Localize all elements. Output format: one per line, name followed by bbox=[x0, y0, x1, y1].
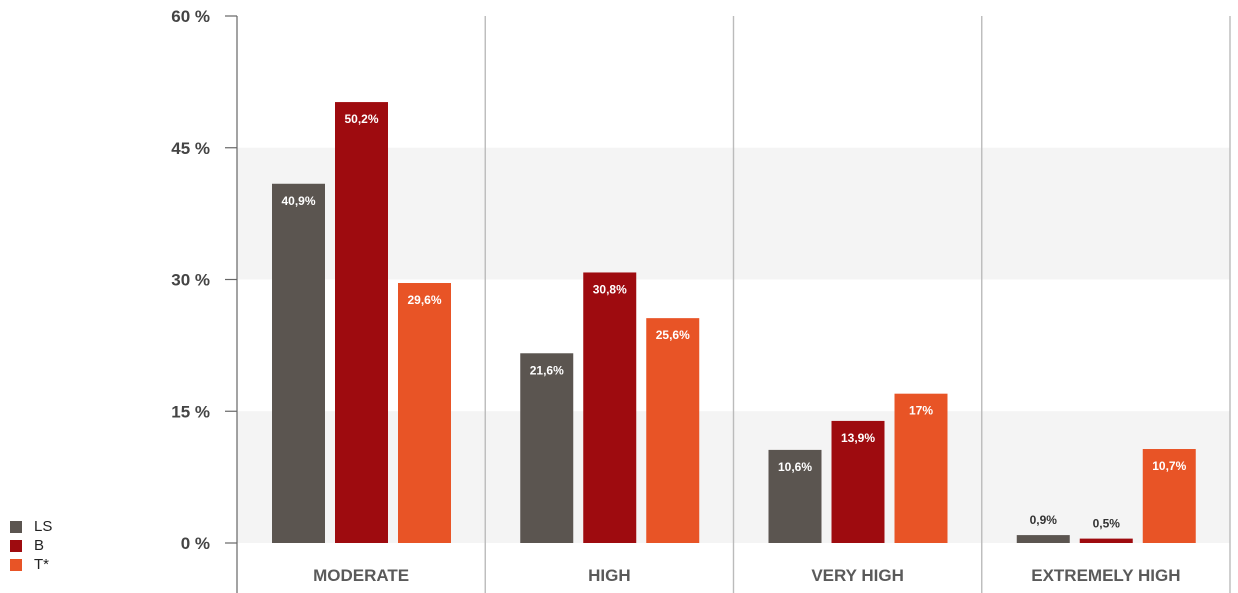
data-label: 10,6% bbox=[778, 460, 812, 474]
bar-ls-1 bbox=[272, 183, 325, 544]
bar-b-4 bbox=[1079, 538, 1133, 543]
bars bbox=[272, 102, 1196, 544]
category-label: EXTREMELY HIGH bbox=[1031, 566, 1180, 585]
data-label: 17% bbox=[909, 404, 933, 418]
bar-b-1 bbox=[335, 102, 388, 544]
legend: LS B T* bbox=[10, 517, 52, 574]
legend-item-ls: LS bbox=[10, 517, 52, 536]
bar-t-1 bbox=[398, 283, 451, 543]
data-label: 30,8% bbox=[593, 282, 627, 296]
legend-item-t: T* bbox=[10, 555, 52, 574]
data-label: 50,2% bbox=[344, 112, 378, 126]
data-label: 40,9% bbox=[281, 194, 315, 208]
legend-swatch-t bbox=[10, 558, 22, 571]
data-label: 10,7% bbox=[1152, 459, 1186, 473]
y-tick-label: 30 % bbox=[171, 271, 210, 290]
legend-item-b: B bbox=[10, 536, 52, 555]
legend-label-ls: LS bbox=[34, 518, 53, 535]
data-label: 13,9% bbox=[841, 431, 875, 445]
category-labels: MODERATE HIGH VERY HIGH EXTREMELY HIGH bbox=[313, 566, 1180, 585]
category-label: VERY HIGH bbox=[811, 566, 904, 585]
y-axis: 0 % 15 % 30 % 45 % 60 % bbox=[171, 7, 238, 593]
category-label: MODERATE bbox=[313, 566, 409, 585]
bar-ls-2 bbox=[520, 353, 574, 543]
category-separators bbox=[484, 16, 1231, 593]
bar-b-2 bbox=[583, 272, 637, 543]
y-tick-label: 45 % bbox=[171, 139, 210, 158]
bar-t-3 bbox=[894, 393, 948, 543]
bar-t-2 bbox=[646, 318, 700, 543]
y-tick-label: 0 % bbox=[181, 534, 210, 553]
bar-ls-4 bbox=[1016, 535, 1070, 543]
data-label: 0,5% bbox=[1093, 517, 1121, 531]
legend-label-b: B bbox=[34, 537, 45, 554]
data-label: 0,9% bbox=[1030, 513, 1058, 527]
legend-swatch-b bbox=[10, 539, 22, 552]
data-label: 25,6% bbox=[656, 328, 690, 342]
y-tick-label: 15 % bbox=[171, 402, 210, 421]
legend-swatch-ls bbox=[10, 520, 22, 533]
bar-b-3 bbox=[831, 420, 885, 543]
bar-ls-3 bbox=[768, 449, 822, 543]
data-labels: 40,9% 50,2% 29,6% 21,6% 30,8% 25,6% 10,6% 13,9%… bbox=[281, 112, 1186, 531]
data-label: 29,6% bbox=[407, 293, 441, 307]
data-label: 21,6% bbox=[530, 363, 564, 377]
category-label: HIGH bbox=[588, 566, 631, 585]
y-tick-label: 60 % bbox=[171, 7, 210, 26]
bar-t-4 bbox=[1142, 449, 1196, 543]
legend-label-t: T* bbox=[34, 556, 49, 573]
